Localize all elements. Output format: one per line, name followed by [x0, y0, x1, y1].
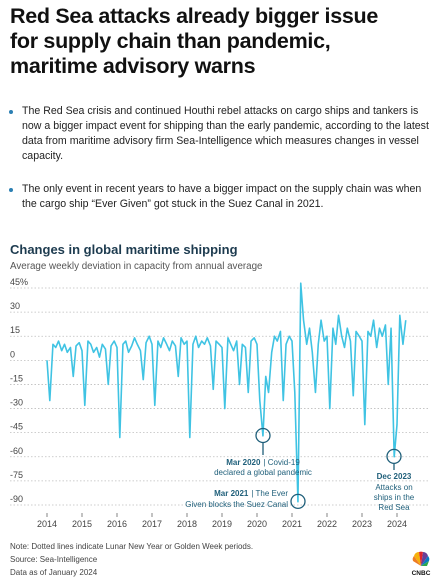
- headline-line: maritime advisory warns: [10, 54, 256, 78]
- y-tick-label: 15: [10, 325, 20, 335]
- y-tick-label: -75: [10, 470, 23, 480]
- annotation-markers: [255, 427, 402, 510]
- annotation-text: Given blocks the Suez Canal: [185, 500, 288, 509]
- annotation-date: Dec 2023: [377, 472, 412, 481]
- x-tick-label: 2017: [142, 519, 162, 529]
- annotation: Mar 2020 | Covid-19: [226, 458, 300, 467]
- headline: Red Sea attacks already bigger issue for…: [10, 4, 435, 79]
- y-tick-label: -15: [10, 373, 23, 383]
- bullet: The only event in recent years to have a…: [9, 182, 432, 212]
- x-tick-label: 2021: [282, 519, 302, 529]
- annotation-text: | The Ever: [251, 489, 288, 498]
- x-tick-label: 2015: [72, 519, 92, 529]
- data-line: [46, 282, 407, 503]
- x-tick-label: 2022: [317, 519, 337, 529]
- x-tick-label: 2019: [212, 519, 232, 529]
- annotations: Mar 2020 | Covid-19 declared a global pan…: [185, 458, 415, 512]
- annotation-text: Red Sea: [378, 503, 410, 512]
- annotation: Mar 2021 | The Ever: [214, 489, 288, 498]
- x-tick-label: 2016: [107, 519, 127, 529]
- y-tick-label: 45%: [10, 277, 28, 287]
- y-tick-label: -90: [10, 494, 23, 504]
- y-tick-label: -30: [10, 398, 23, 408]
- logo: CNBC: [412, 551, 431, 577]
- note: Note: Dotted lines indicate Lunar New Ye…: [10, 542, 253, 551]
- x-tick-label: 2024: [387, 519, 407, 529]
- headline-line: for supply chain than pandemic,: [10, 29, 331, 53]
- annotation-text: ships in the: [374, 493, 415, 502]
- annotation-text: declared a global pandemic: [214, 468, 312, 477]
- annotation-date: Mar 2020: [226, 458, 261, 467]
- x-tick-label: 2014: [37, 519, 57, 529]
- y-tick-label: -45: [10, 422, 23, 432]
- chart-title: Changes in global maritime shipping: [10, 242, 238, 257]
- headline-line: Red Sea attacks already bigger issue: [10, 4, 379, 28]
- bullet: The Red Sea crisis and continued Houthi …: [9, 104, 432, 164]
- data-date: Data as of January 2024: [10, 568, 98, 577]
- logo-text: CNBC: [412, 570, 431, 577]
- x-tick-label: 2018: [177, 519, 197, 529]
- chart-subtitle: Average weekly deviation in capacity fro…: [10, 261, 263, 272]
- y-tick-label: -60: [10, 446, 23, 456]
- x-tick-label: 2020: [247, 519, 267, 529]
- footer: Note: Dotted lines indicate Lunar New Ye…: [10, 542, 253, 577]
- annotation-circle: [290, 493, 306, 510]
- y-tick-label: 0: [10, 349, 15, 359]
- annotation-text: | Covid-19: [263, 458, 300, 467]
- annotation-date: Mar 2021: [214, 489, 249, 498]
- annotation-text: Attacks on: [375, 483, 412, 492]
- y-tick-label: 30: [10, 301, 20, 311]
- x-tick-label: 2023: [352, 519, 372, 529]
- source: Source: Sea-Intelligence: [10, 555, 98, 564]
